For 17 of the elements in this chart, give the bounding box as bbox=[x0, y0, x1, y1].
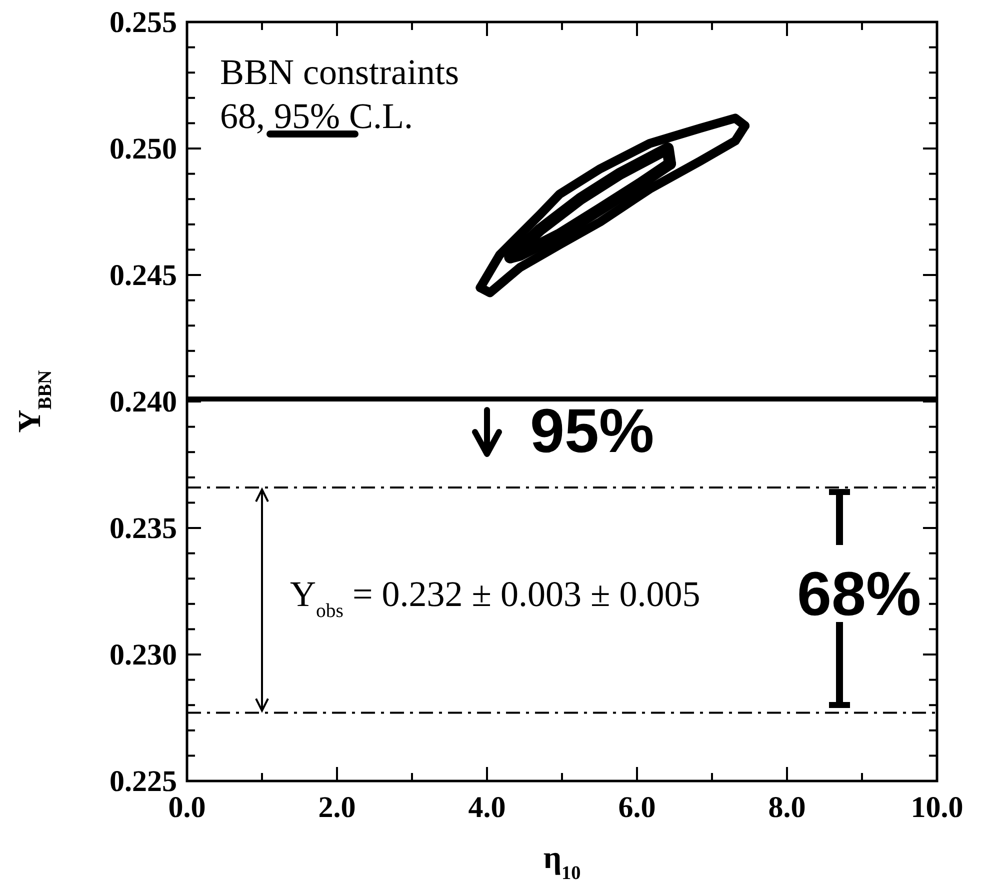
x-tick-label: 10.0 bbox=[910, 791, 964, 824]
y-tick-label: 0.235 bbox=[110, 512, 177, 545]
y-tick-label: 0.250 bbox=[110, 132, 177, 166]
annotation: 68% bbox=[797, 560, 922, 629]
y-tick-label: 0.240 bbox=[110, 386, 177, 418]
x-tick-label: 6.0 bbox=[618, 791, 656, 824]
x-tick-label: 8.0 bbox=[768, 791, 806, 824]
annotation: BBN constraints bbox=[220, 52, 459, 92]
y-tick-label: 0.245 bbox=[110, 259, 177, 292]
y-tick-label: 0.230 bbox=[110, 638, 177, 672]
x-tick-label: 2.0 bbox=[318, 791, 356, 824]
annotation: 95% bbox=[530, 397, 654, 466]
x-axis-title: η$_{10}$ bbox=[543, 839, 581, 881]
y-tick-label: 0.255 bbox=[110, 6, 177, 39]
annotation: Y$_{obs}$ = 0.232 ± 0.003 ± 0.005 bbox=[290, 574, 700, 622]
annotation: 68, 95% C.L. bbox=[220, 96, 413, 136]
x-tick-label: 4.0 bbox=[468, 791, 506, 824]
